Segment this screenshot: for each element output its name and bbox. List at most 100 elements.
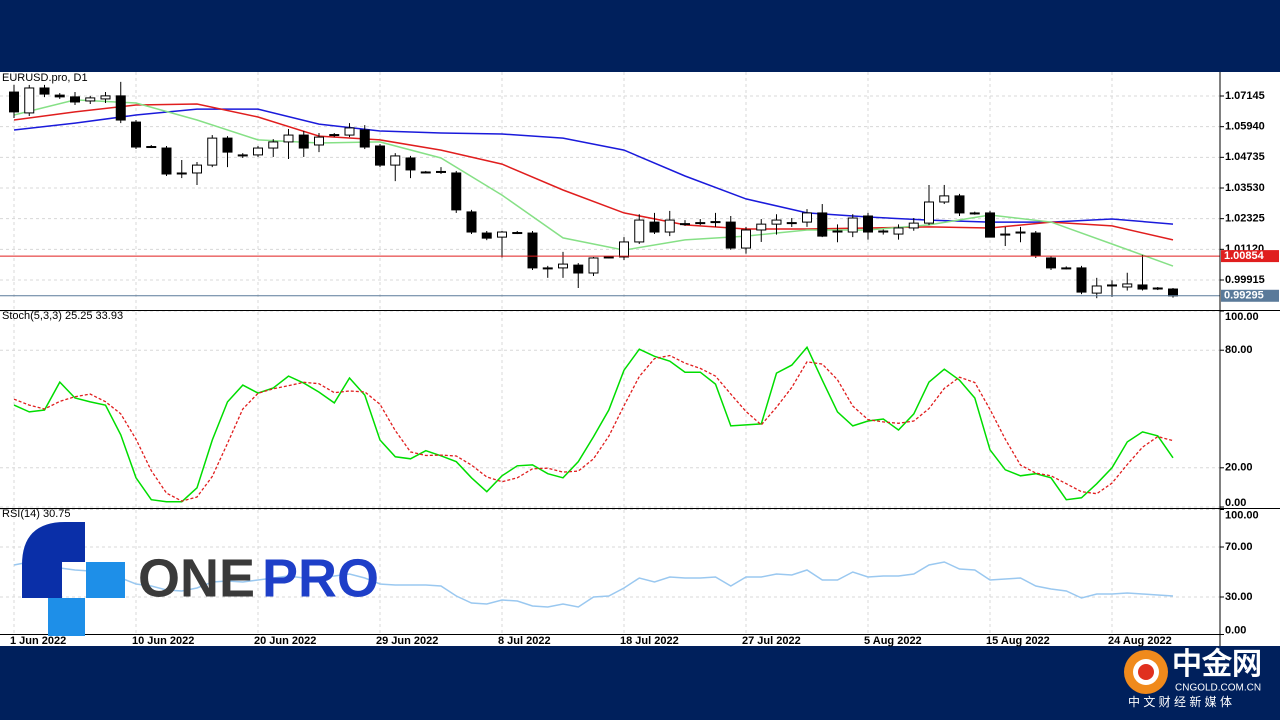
candle-body: [558, 263, 568, 269]
candle-body: [619, 241, 629, 258]
chart-title: EURUSD.pro, D1: [2, 72, 88, 84]
price-tag-label: 0.99295: [1224, 290, 1264, 302]
candle-body: [939, 195, 950, 203]
candle-body: [725, 221, 736, 249]
candle-body: [268, 141, 279, 149]
candle-body: [954, 195, 965, 214]
candle-body: [390, 155, 401, 166]
candle-body: [1091, 285, 1102, 294]
logo-square: [48, 598, 85, 636]
candle-body: [329, 134, 340, 137]
candle-body: [115, 95, 126, 121]
price-tag-label: 1.00854: [1224, 250, 1265, 262]
indicator-line: [13, 345, 1174, 503]
candle-body: [512, 232, 523, 235]
candle-body: [893, 227, 904, 235]
site-tagline: 中 文 财 经 新 媒 体: [1128, 694, 1232, 709]
y-tick-label: 1.05940: [1225, 121, 1265, 133]
candle-body: [70, 96, 80, 103]
candle-body: [207, 137, 218, 166]
candle-body: [54, 94, 65, 98]
candle-body: [1137, 284, 1148, 290]
candle-body: [222, 137, 233, 153]
candle-body: [1046, 257, 1056, 269]
mark-layer: [0, 81, 1220, 608]
candle-body: [466, 211, 477, 233]
candle-body: [85, 97, 96, 102]
candle-body: [985, 212, 995, 238]
candle-body: [375, 145, 385, 166]
candle-body: [1168, 288, 1178, 297]
site-url: CNGOLD.COM.CN: [1175, 683, 1261, 694]
candle-body: [878, 230, 889, 233]
bottom-band: [0, 646, 1280, 720]
x-tick-label: 24 Aug 2022: [1108, 635, 1172, 647]
site-logo: 中金网 CNGOLD.COM.CN 中 文 财 经 新 媒 体: [1124, 647, 1262, 709]
candle-body: [481, 232, 492, 239]
candle-body: [832, 230, 843, 233]
candle-body: [1107, 284, 1117, 287]
candle-body: [161, 147, 172, 175]
y-tick-label: 1.07145: [1225, 90, 1265, 102]
candle-body: [786, 222, 797, 225]
x-tick-label: 8 Jul 2022: [498, 635, 551, 647]
candle-body: [802, 212, 812, 223]
indicator-line: [13, 103, 1174, 241]
x-tick-label: 15 Aug 2022: [986, 635, 1050, 647]
candle-body: [924, 201, 934, 224]
candle-body: [649, 221, 660, 233]
candle-body: [9, 91, 19, 113]
y-tick-label: 1.04735: [1225, 151, 1265, 163]
site-name: 中金网: [1172, 647, 1262, 681]
candle-body: [253, 147, 263, 156]
candle-body: [603, 256, 614, 259]
candle-body: [1015, 231, 1026, 234]
candle-body: [542, 267, 553, 270]
price-tag: [1221, 289, 1279, 302]
y-tick-label: 70.00: [1225, 541, 1253, 553]
indicator-line: [13, 99, 1174, 267]
logo-shape: [22, 522, 85, 598]
candle-body: [1030, 232, 1041, 257]
price-tag: [1221, 250, 1279, 263]
y-tick-label: 1.03530: [1225, 182, 1265, 194]
candle-body: [298, 134, 309, 149]
candle-body: [573, 264, 584, 274]
rsi-title: RSI(14) 30.75: [2, 508, 70, 520]
candle-body: [863, 215, 873, 233]
candle-body: [664, 219, 675, 233]
candle-body: [146, 146, 157, 149]
y-tick-label: 1.02325: [1225, 213, 1265, 225]
candle-body: [237, 154, 248, 157]
y-tick-label: 30.00: [1225, 591, 1253, 603]
y-tick-label: 80.00: [1225, 344, 1253, 356]
candle-body: [192, 164, 202, 174]
x-tick-label: 1 Jun 2022: [10, 635, 66, 647]
stoch-title: Stoch(5,3,3) 25.25 33.93: [2, 310, 123, 322]
logo-text: ONE: [138, 548, 255, 608]
candle-body: [969, 212, 980, 215]
x-tick-label: 5 Aug 2022: [864, 635, 922, 647]
candle-body: [1000, 233, 1011, 236]
candle-body: [497, 231, 507, 238]
logo-text: PRO: [262, 548, 379, 608]
y-tick-label: 0.00: [1225, 624, 1246, 636]
candle-body: [1122, 283, 1133, 288]
indicator-line: [13, 108, 1174, 225]
chart-area: [0, 72, 1280, 646]
x-tick-label: 18 Jul 2022: [620, 635, 679, 647]
candle-body: [436, 170, 446, 173]
site-logo-core: [1138, 664, 1154, 680]
candle-body: [344, 127, 355, 136]
candle-body: [100, 95, 111, 100]
onepro-logo: ONE PRO: [22, 522, 379, 636]
candle-body: [817, 212, 828, 237]
candle-body: [420, 171, 431, 174]
y-tick-label: 0.00: [1225, 497, 1246, 509]
candle-body: [908, 222, 919, 229]
top-band: [0, 0, 1280, 72]
logo-square: [86, 562, 125, 598]
indicator-line: [13, 354, 1174, 502]
candle-body: [24, 87, 35, 114]
candle-body: [1152, 287, 1163, 290]
